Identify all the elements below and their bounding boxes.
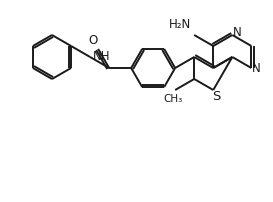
Text: O: O xyxy=(88,34,98,47)
Text: N: N xyxy=(233,26,242,40)
Text: S: S xyxy=(212,90,221,103)
Text: NH: NH xyxy=(93,49,111,62)
Text: CH₃: CH₃ xyxy=(164,94,183,104)
Text: N: N xyxy=(252,62,261,76)
Text: H₂N: H₂N xyxy=(169,18,191,31)
